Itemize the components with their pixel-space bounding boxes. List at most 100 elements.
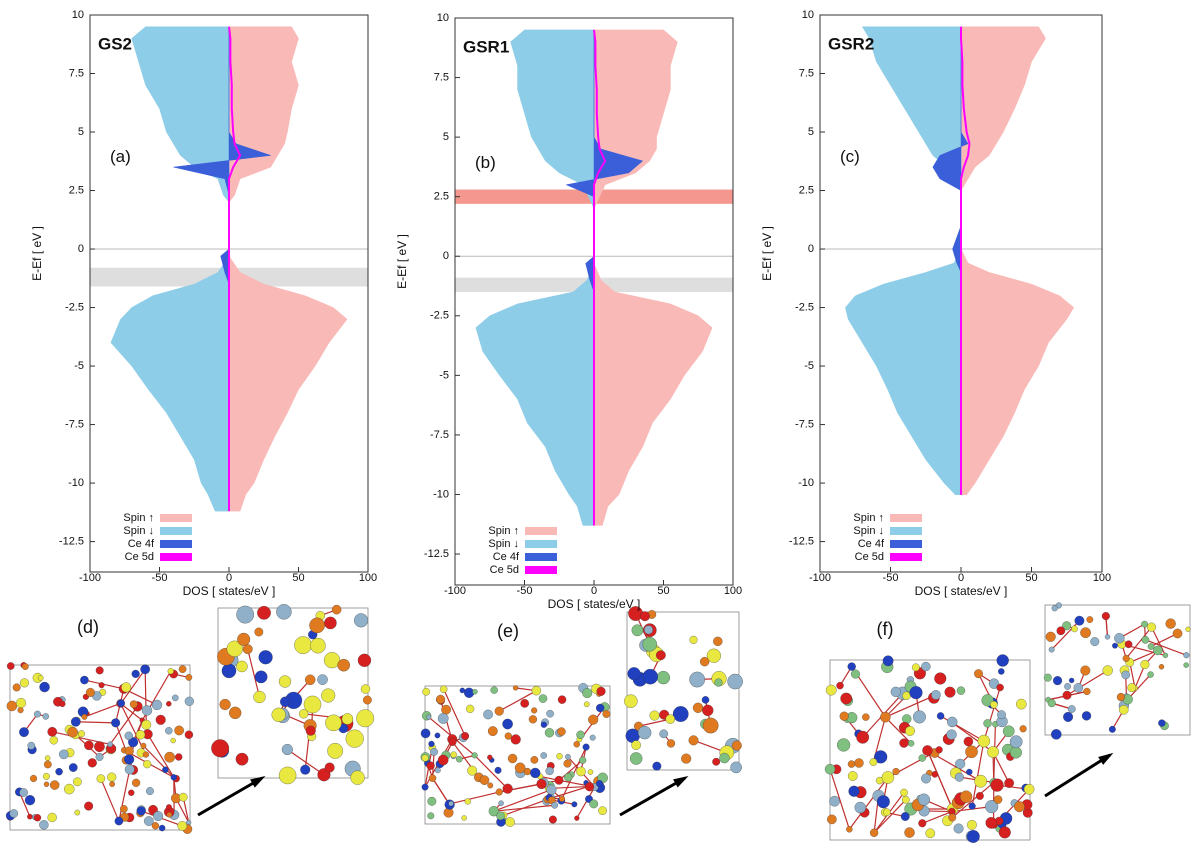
- atom: [131, 669, 140, 678]
- atom: [598, 806, 607, 815]
- atom: [644, 625, 654, 635]
- atom: [1043, 673, 1052, 682]
- atom: [128, 737, 139, 748]
- atom: [44, 755, 51, 761]
- atom: [731, 740, 742, 751]
- atom: [587, 769, 594, 775]
- atom: [37, 675, 44, 681]
- bond: [1125, 626, 1152, 659]
- atom: [1062, 621, 1072, 631]
- x-tick-label: -50: [883, 572, 899, 584]
- atom: [851, 669, 860, 679]
- atom: [21, 663, 29, 670]
- bond: [1051, 620, 1080, 650]
- atom: [638, 725, 652, 740]
- arrow: [1044, 753, 1111, 798]
- bond: [450, 791, 500, 805]
- atom: [730, 761, 742, 774]
- atom: [299, 709, 309, 719]
- atom: [1056, 626, 1066, 636]
- atom: [55, 768, 63, 776]
- atom: [921, 773, 931, 784]
- y-tick-label: -12.5: [789, 535, 814, 547]
- atom: [421, 783, 429, 791]
- atom: [649, 710, 660, 721]
- x-tick-label: -100: [809, 572, 831, 584]
- atom: [1112, 642, 1118, 649]
- bond: [1145, 639, 1187, 656]
- atom: [902, 691, 911, 700]
- atom: [502, 718, 513, 730]
- atom: [944, 686, 956, 698]
- atom: [900, 788, 908, 797]
- atom: [1140, 659, 1150, 669]
- atom: [990, 778, 1004, 792]
- atom: [538, 694, 548, 703]
- atom: [689, 635, 698, 644]
- atom: [143, 760, 152, 769]
- atom: [1080, 665, 1091, 676]
- atom: [985, 817, 998, 829]
- atom: [471, 752, 478, 759]
- atom: [530, 767, 541, 779]
- atom: [121, 682, 132, 693]
- atom: [1013, 801, 1025, 813]
- bond: [118, 769, 131, 822]
- atom: [911, 663, 920, 672]
- atom: [869, 828, 879, 837]
- atom: [235, 752, 249, 766]
- atom: [576, 766, 586, 777]
- atom: [49, 780, 60, 790]
- atom: [583, 701, 590, 708]
- dos-spin-down: [845, 26, 962, 496]
- atom: [124, 764, 135, 775]
- atom: [95, 666, 104, 675]
- dos-panel: -12.5 -10 -7.5 -5 -2.5 0 2.5 5 7.5 10 -100 -50 0 50 10…: [30, 9, 377, 598]
- atom: [890, 686, 901, 697]
- atom: [876, 795, 890, 809]
- atom: [1067, 705, 1076, 713]
- arrow: [197, 776, 263, 817]
- atom: [258, 650, 273, 665]
- atom: [184, 696, 194, 706]
- bond: [493, 789, 552, 812]
- atom: [1016, 698, 1027, 710]
- y-tick-label: 7.5: [69, 67, 84, 79]
- atom: [546, 709, 554, 718]
- x-tick-label: 0: [958, 572, 964, 584]
- atom: [846, 826, 853, 833]
- atom: [1141, 620, 1148, 628]
- bond: [84, 702, 121, 718]
- x-tick-label: -100: [444, 585, 466, 597]
- atom: [1074, 615, 1085, 626]
- bond: [144, 669, 147, 725]
- atom: [166, 804, 172, 811]
- arrow-head: [1098, 752, 1114, 765]
- bond: [1127, 674, 1152, 700]
- atom: [652, 761, 662, 771]
- y-tick-label: 10: [72, 9, 84, 21]
- atom: [43, 760, 52, 769]
- atom: [596, 703, 605, 713]
- legend-swatch: [160, 514, 192, 522]
- atom: [998, 668, 1005, 675]
- y-axis-label: E-Ef [ eV ]: [760, 226, 774, 281]
- atom: [324, 762, 335, 773]
- atom: [178, 665, 187, 673]
- atom: [172, 694, 179, 702]
- atom: [966, 768, 973, 776]
- atom: [111, 718, 121, 728]
- atom: [498, 800, 504, 806]
- atom: [487, 782, 494, 789]
- atom: [19, 727, 29, 737]
- bond: [983, 687, 1001, 742]
- atom: [155, 714, 166, 725]
- atom: [1185, 626, 1191, 632]
- atom: [321, 688, 336, 703]
- bond: [503, 798, 548, 816]
- legend-label: Ce 4f: [858, 538, 885, 550]
- atom: [437, 713, 449, 724]
- panel-annotation: (c): [840, 147, 860, 166]
- legend-swatch: [160, 527, 192, 535]
- atom: [1147, 671, 1154, 678]
